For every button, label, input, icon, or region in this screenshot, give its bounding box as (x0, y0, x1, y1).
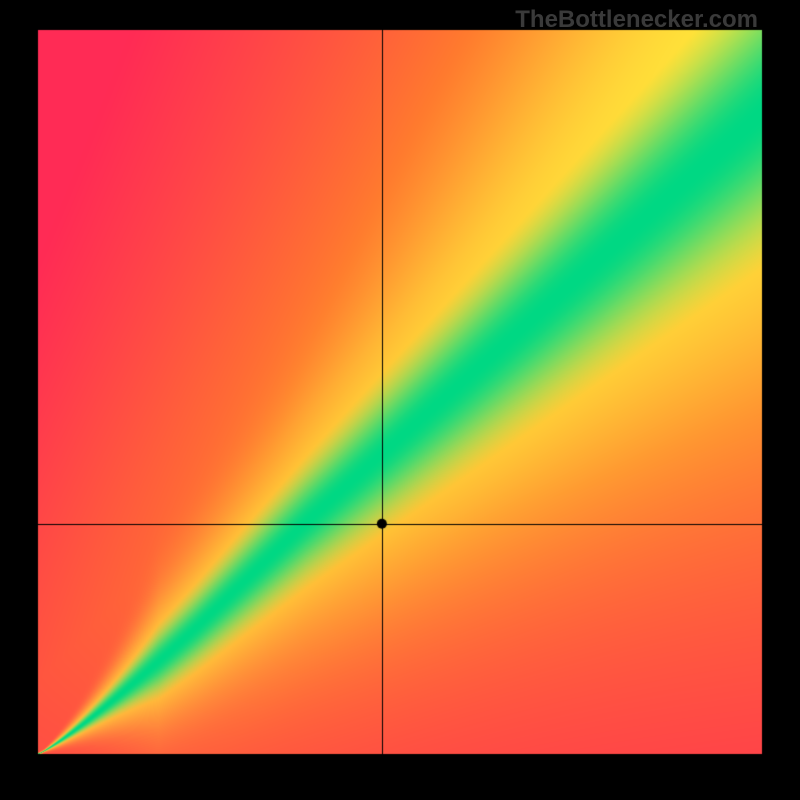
watermark-text: TheBottlenecker.com (515, 6, 758, 34)
bottleneck-heatmap (0, 0, 800, 800)
chart-container: TheBottlenecker.com (0, 0, 800, 800)
